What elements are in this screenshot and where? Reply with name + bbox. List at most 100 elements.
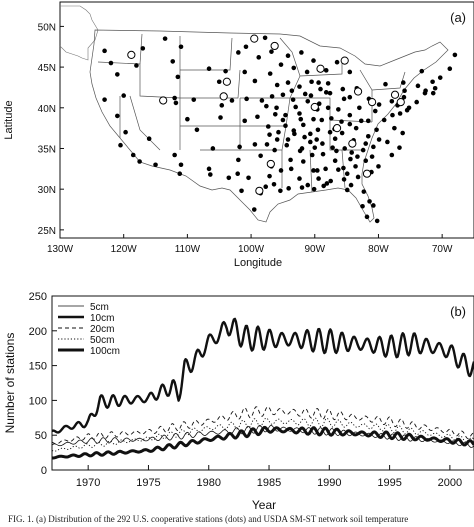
station-circle	[396, 97, 405, 107]
station-dot	[284, 142, 290, 148]
map-y-axis-label: Latitude	[3, 100, 15, 139]
station-dot	[353, 125, 359, 131]
station-circle	[310, 102, 319, 112]
station-dot	[173, 100, 179, 106]
station-dot	[361, 189, 367, 194]
station-dot	[334, 148, 339, 154]
map-frame	[59, 1, 474, 239]
station-dot	[264, 142, 270, 147]
station-dot	[348, 156, 353, 162]
station-dot	[355, 154, 360, 159]
station-dot	[262, 35, 268, 41]
station-dot	[325, 105, 331, 111]
station-dot	[278, 168, 284, 173]
station-dot	[218, 115, 223, 120]
station-dot	[353, 164, 358, 169]
map-x-tick-label: 90W	[304, 244, 325, 255]
station-dot	[269, 49, 274, 54]
station-dot	[115, 113, 120, 119]
station-dot	[376, 102, 382, 107]
station-dot	[256, 55, 262, 60]
station-dot	[401, 94, 407, 100]
station-dot	[115, 72, 120, 77]
line-x-tick-label: 1980	[197, 477, 221, 489]
station-dot	[334, 59, 340, 65]
station-dot	[402, 88, 407, 94]
station-dot	[134, 63, 139, 68]
line-x-tick-label: 1975	[136, 477, 160, 489]
map-y-axis: 25N 30N 35N 40N 45N 50N Latitude	[3, 22, 64, 237]
station-dot	[392, 125, 397, 131]
station-circle	[390, 90, 400, 99]
station-dot	[360, 147, 366, 153]
station-dot	[390, 112, 395, 118]
station-dot	[302, 91, 308, 97]
station-dot	[267, 71, 273, 76]
station-dot	[347, 121, 353, 127]
panel-b-label: (b)	[450, 304, 466, 319]
station-circle	[332, 124, 342, 133]
station-dot	[304, 69, 310, 75]
series-line-10cm	[51, 317, 474, 434]
station-dot	[358, 118, 364, 124]
station-dot	[177, 171, 183, 177]
station-dot	[239, 188, 244, 194]
station-dot	[258, 153, 263, 159]
station-dot	[308, 139, 313, 145]
station-dot	[432, 85, 438, 91]
station-dot	[252, 78, 258, 84]
station-circle	[367, 97, 377, 107]
station-dot	[264, 103, 269, 109]
station-dot	[216, 79, 222, 85]
station-dot	[332, 158, 338, 163]
line-x-tick-label: 1970	[76, 477, 100, 489]
station-dot	[175, 74, 181, 80]
station-dot	[280, 117, 286, 123]
station-dot	[299, 185, 305, 190]
station-circle	[222, 77, 231, 86]
station-dot	[251, 207, 257, 212]
station-dot	[283, 112, 288, 118]
station-dot	[340, 86, 346, 92]
plot-frame	[51, 295, 474, 471]
station-dot	[376, 137, 382, 142]
station-dot	[185, 116, 190, 122]
line-y-tick-label: 200	[29, 326, 47, 338]
station-dot	[236, 157, 241, 163]
station-dot	[323, 68, 329, 73]
station-dot	[194, 127, 200, 133]
map-y-tick-label: 35N	[38, 144, 56, 155]
map-y-tick-label: 40N	[38, 104, 56, 115]
station-dot	[191, 97, 197, 102]
station-dot	[397, 145, 402, 150]
station-dot	[339, 130, 345, 136]
line-y-tick-label: 150	[29, 361, 47, 373]
station-dot	[374, 218, 380, 224]
station-dot	[298, 116, 304, 122]
station-dot	[302, 134, 307, 140]
station-dot	[235, 171, 241, 177]
station-dot	[430, 79, 435, 85]
station-dot	[330, 145, 335, 150]
station-dot	[236, 50, 241, 55]
station-dot	[320, 151, 326, 157]
station-dot	[355, 174, 361, 180]
station-circle	[348, 139, 357, 148]
line-series	[51, 317, 474, 460]
station-dot	[269, 94, 275, 99]
station-dot	[325, 81, 331, 86]
station-circle	[353, 87, 363, 96]
station-dot	[243, 44, 249, 50]
station-dot	[299, 50, 304, 55]
station-dot	[265, 124, 271, 129]
map-x-axis: 130W 120W 110W 100W 90W 80W 70W Longitude	[47, 234, 453, 269]
station-dot	[321, 183, 326, 189]
map-x-tick-label: 130W	[47, 244, 74, 255]
station-circle	[159, 96, 168, 105]
station-dot	[305, 182, 311, 188]
station-circle	[362, 169, 372, 178]
station-dot	[369, 154, 375, 159]
station-dot	[292, 131, 297, 137]
station-circle	[316, 64, 325, 73]
line-x-axis: 1970 1975 1980 1985 1990 1995 2000 Year	[76, 465, 462, 512]
